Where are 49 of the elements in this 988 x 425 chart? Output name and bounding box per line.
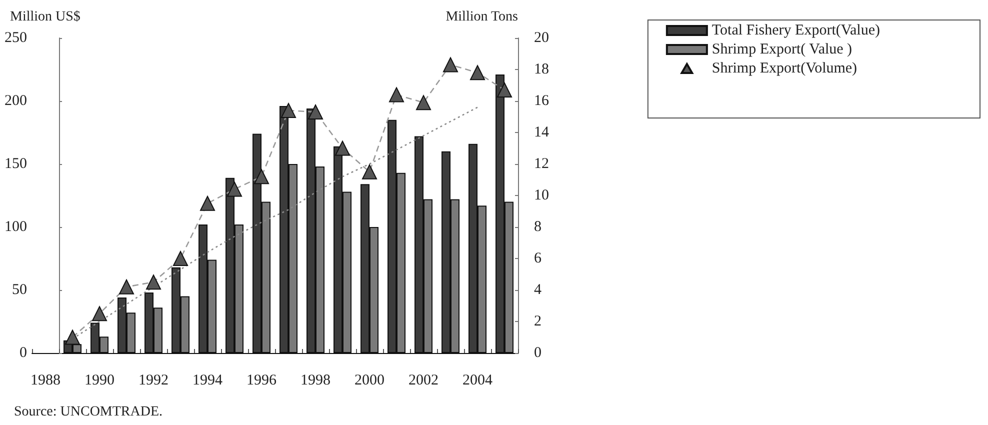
y2-tick-label: 16 [534,93,550,109]
x-tick-label: 1990 [84,372,114,388]
legend-label: Shrimp Export( Value ) [712,42,852,58]
y2-tick-label: 10 [534,188,549,204]
point [92,306,107,322]
point [119,279,134,294]
y-tick-label: 150 [4,156,27,172]
legend-label: Total Fishery Export(Value) [712,22,880,38]
point [470,65,485,80]
point [254,169,269,184]
point [389,87,404,102]
point [335,140,350,156]
x-tick-label: 1994 [192,372,223,388]
y-axis-title: Million US$ [10,10,80,24]
point [416,95,431,110]
x-tick-label: 1996 [246,372,277,388]
x-tick-label: 2000 [354,372,384,388]
point [497,82,512,98]
x-tick-label: 2002 [408,372,438,388]
y2-axis-title: Million Tons [446,10,518,24]
y2-tick-label: 8 [534,219,542,235]
point [65,330,80,345]
point [200,196,215,211]
source-note: Source: UNCOMTRADE. [14,404,163,420]
point [146,274,161,290]
y2-tick-label: 18 [534,62,549,78]
point [227,182,242,197]
x-tick-label: 1998 [300,372,330,388]
y-tick-label: 250 [4,30,27,46]
point [362,164,377,180]
y-tick-label: 50 [12,282,27,298]
legend-label: Shrimp Export(Volume) [712,60,858,76]
y2-tick-label: 4 [534,282,542,298]
x-tick-label: 1988 [30,372,60,388]
point [443,57,458,72]
point [308,104,323,120]
y-tick-label: 200 [4,93,27,109]
point [281,102,296,118]
y2-tick-label: 14 [534,124,550,140]
y2-tick-label: 12 [534,156,549,172]
y2-tick-label: 2 [534,314,542,330]
point [173,251,188,266]
y2-tick-label: 0 [534,345,542,361]
y2-tick-label: 6 [534,250,542,266]
y2-tick-label: 20 [534,30,549,46]
y-tick-label: 0 [20,345,27,361]
y-tick-label: 100 [4,219,27,235]
x-tick-label: 2004 [462,372,493,388]
x-tick-label: 1992 [138,372,168,388]
